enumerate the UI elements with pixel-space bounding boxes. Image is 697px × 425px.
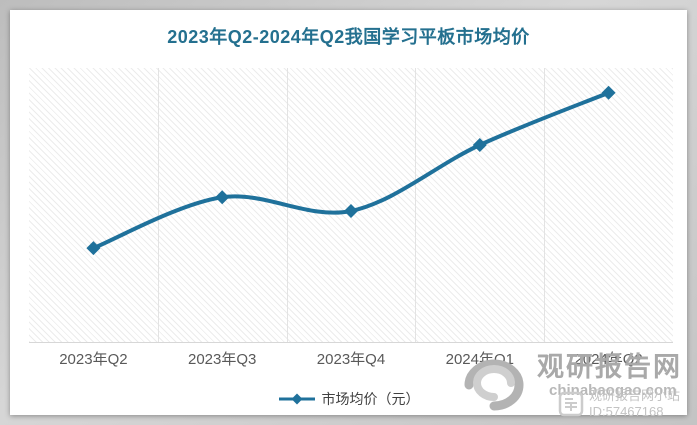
legend-label: 市场均价（元）: [321, 391, 420, 407]
x-axis-label: 2023年Q3: [187, 351, 257, 368]
chart-title: 2023年Q2-2024年Q2我国学习平板市场均价: [167, 27, 530, 47]
plot-area: [29, 68, 673, 343]
x-axis-label: 2023年Q4: [316, 351, 386, 368]
price-line: [91, 90, 611, 251]
x-axis-label: 2024年Q1: [445, 351, 514, 368]
legend-marker-icon: [278, 393, 315, 405]
x-axis-label: 2024年Q2: [574, 351, 643, 368]
line-series-svg: [86, 85, 616, 256]
x-axis-label: 2023年Q2: [59, 351, 128, 368]
data-point-marker: [215, 190, 230, 205]
data-point-marker: [344, 204, 358, 218]
vertical-gridline: [544, 68, 546, 342]
data-point-marker: [86, 241, 101, 256]
vertical-gridline: [157, 68, 159, 342]
data-point-marker: [472, 138, 487, 152]
vertical-gridline: [415, 68, 417, 342]
chart-card: 2023年Q2-2024年Q2我国学习平板市场均价 2023年Q2 2023年Q3…: [10, 10, 687, 419]
x-axis: 2023年Q2 2023年Q3 2023年Q4 2024年Q1 2024年Q2: [29, 348, 673, 370]
legend: 市场均价（元）: [10, 389, 687, 409]
data-point-marker: [601, 85, 616, 100]
